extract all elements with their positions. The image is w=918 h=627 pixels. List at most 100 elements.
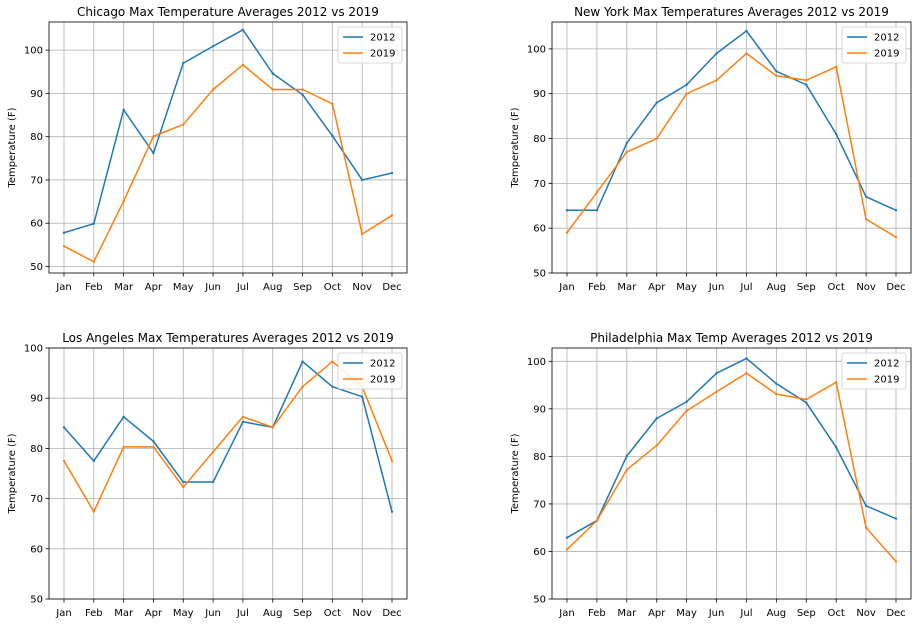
x-tick-label: Feb bbox=[85, 608, 103, 619]
data-point bbox=[182, 480, 185, 484]
y-tick-label: 90 bbox=[533, 404, 546, 415]
y-tick-label: 90 bbox=[30, 89, 43, 100]
legend-box bbox=[841, 352, 907, 390]
x-tick-label: Aug bbox=[767, 282, 787, 293]
x-tick-label: Mar bbox=[617, 608, 637, 619]
data-point bbox=[775, 382, 778, 385]
data-point bbox=[625, 141, 629, 145]
data-point bbox=[715, 52, 718, 55]
x-tick-label: Apr bbox=[145, 608, 163, 619]
x-tick-label: Dec bbox=[886, 282, 905, 293]
data-point bbox=[894, 517, 898, 520]
x-tick-label: May bbox=[676, 608, 697, 619]
x-tick-label: May bbox=[173, 282, 194, 293]
y-tick-label: 60 bbox=[533, 547, 546, 558]
data-point bbox=[745, 371, 748, 375]
x-tick-label: Jun bbox=[204, 282, 221, 293]
y-tick-label: 100 bbox=[24, 46, 43, 57]
x-tick-label: Sep bbox=[797, 608, 816, 619]
y-tick-label: 50 bbox=[533, 269, 546, 280]
data-point bbox=[655, 444, 658, 447]
y-tick-label: 90 bbox=[30, 394, 43, 405]
x-tick-label: Nov bbox=[352, 282, 372, 293]
x-tick-label: Jan bbox=[558, 282, 574, 293]
series-line-2019 bbox=[566, 52, 897, 238]
x-tick-label: Oct bbox=[324, 282, 341, 293]
data-point bbox=[625, 468, 629, 471]
x-tick-label: Nov bbox=[856, 282, 876, 293]
legend: 2012 2019 bbox=[841, 26, 907, 64]
data-point bbox=[211, 45, 215, 48]
legend-label: 2012 bbox=[874, 359, 899, 370]
data-point bbox=[655, 417, 658, 420]
y-axis-label: Temperature (F) bbox=[7, 433, 18, 514]
data-point bbox=[62, 244, 66, 248]
series-line-2012 bbox=[566, 357, 897, 539]
data-point bbox=[685, 83, 688, 86]
data-point bbox=[565, 231, 569, 234]
x-tick-label: Aug bbox=[263, 282, 283, 293]
y-tick-label: 90 bbox=[533, 89, 546, 100]
y-tick-label: 100 bbox=[527, 357, 546, 368]
legend: 2012 2019 bbox=[337, 26, 403, 64]
data-point bbox=[122, 199, 125, 203]
data-point bbox=[595, 209, 599, 212]
y-axis-label: Temperature (F) bbox=[7, 107, 18, 188]
data-point bbox=[241, 420, 245, 423]
x-tick-label: Mar bbox=[114, 282, 134, 293]
legend: 2012 2019 bbox=[337, 352, 403, 390]
axes-frame bbox=[48, 21, 408, 274]
x-tick-label: Jul bbox=[236, 282, 249, 293]
x-tick-label: Jan bbox=[558, 608, 574, 619]
y-axis-label: Temperature (F) bbox=[510, 107, 521, 188]
data-point bbox=[271, 88, 274, 91]
x-tick-label: Sep bbox=[293, 282, 312, 293]
x-tick-label: Jun bbox=[708, 282, 725, 293]
y-tick-label: 50 bbox=[30, 595, 43, 606]
x-tick-label: Jun bbox=[204, 608, 221, 619]
data-point bbox=[301, 360, 304, 363]
x-tick-label: May bbox=[676, 282, 697, 293]
chart-title: Los Angeles Max Temperatures Averages 20… bbox=[62, 331, 394, 345]
y-tick-label: 80 bbox=[533, 134, 546, 145]
data-point bbox=[685, 409, 688, 412]
chart-panel-chicago: Jan Feb Mar Apr May Jun Jul Aug Sep Oct Nov Dec 50 60… bbox=[7, 5, 408, 293]
data-point bbox=[331, 134, 334, 138]
data-point bbox=[805, 401, 808, 404]
x-tick-label: Sep bbox=[293, 608, 312, 619]
data-point bbox=[301, 88, 304, 91]
data-point bbox=[715, 79, 718, 82]
data-point bbox=[360, 395, 364, 398]
x-tick-label: Oct bbox=[828, 282, 845, 293]
data-point bbox=[775, 74, 778, 77]
data-point bbox=[655, 137, 658, 140]
data-point bbox=[182, 485, 185, 489]
x-tick-label: Nov bbox=[856, 608, 876, 619]
data-point bbox=[864, 195, 868, 199]
chart-panel-philadelphia: Jan Feb Mar Apr May Jun Jul Aug Sep Oct Nov Dec 50 60… bbox=[510, 331, 912, 619]
x-tick-label: Aug bbox=[767, 608, 787, 619]
y-tick-label: 80 bbox=[30, 132, 43, 143]
data-point bbox=[775, 70, 778, 73]
data-point bbox=[271, 72, 274, 75]
x-tick-label: Dec bbox=[382, 608, 401, 619]
data-point bbox=[715, 371, 718, 375]
data-point bbox=[834, 65, 838, 69]
data-point bbox=[92, 510, 96, 513]
legend-box bbox=[337, 26, 403, 64]
series-line-2019 bbox=[63, 64, 393, 263]
data-point bbox=[92, 459, 96, 463]
data-point bbox=[834, 446, 838, 449]
y-tick-label: 50 bbox=[30, 262, 43, 273]
data-point bbox=[390, 171, 394, 175]
data-point bbox=[565, 548, 569, 551]
data-point bbox=[685, 400, 688, 403]
x-tick-label: Sep bbox=[797, 282, 816, 293]
data-point bbox=[122, 415, 125, 418]
data-point bbox=[805, 79, 808, 82]
data-point bbox=[211, 88, 215, 91]
x-tick-label: Aug bbox=[263, 608, 283, 619]
x-tick-label: Mar bbox=[617, 282, 637, 293]
data-point bbox=[182, 123, 185, 126]
